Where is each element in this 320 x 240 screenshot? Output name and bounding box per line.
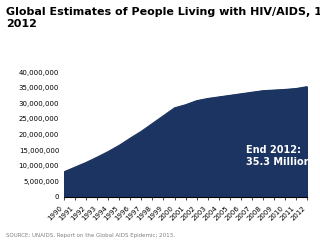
Text: SOURCE: UNAIDS, Report on the Global AIDS Epidemic; 2013.: SOURCE: UNAIDS, Report on the Global AID… — [6, 233, 175, 238]
Text: End 2012:
35.3 Million: End 2012: 35.3 Million — [246, 145, 311, 167]
Text: Global Estimates of People Living with HIV/AIDS, 1990-
2012: Global Estimates of People Living with H… — [6, 7, 320, 29]
